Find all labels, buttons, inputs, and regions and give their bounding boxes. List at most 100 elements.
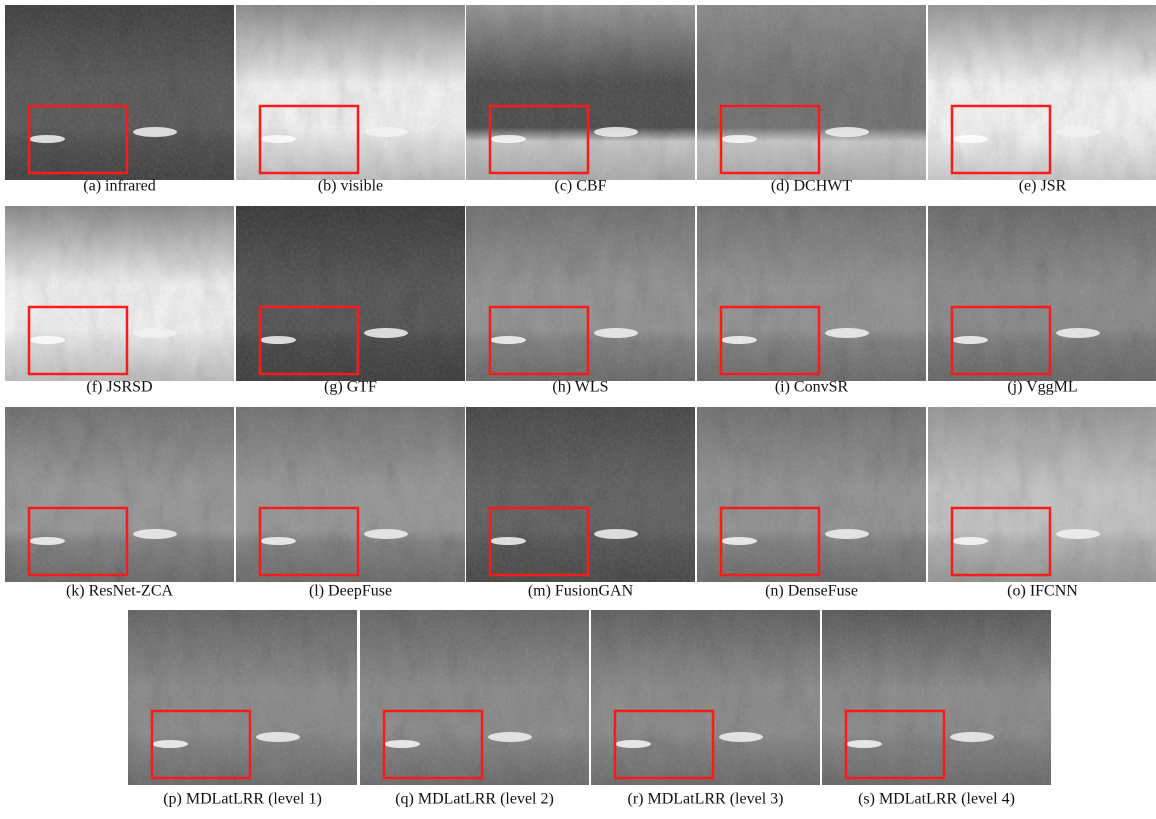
panel: (o) IFCNN	[928, 407, 1156, 600]
person	[488, 732, 532, 742]
highlight-box	[150, 709, 252, 780]
panel: (n) DenseFuse	[697, 407, 926, 600]
caption: (d) DCHWT	[771, 178, 853, 195]
highlight-box	[719, 104, 821, 175]
panel: (i) ConvSR	[697, 206, 926, 396]
panel: (g) GTF	[236, 206, 465, 396]
image-grain	[236, 5, 465, 180]
highlight-box	[950, 506, 1052, 577]
panel: (d) DCHWT	[697, 5, 926, 195]
caption: (h) WLS	[552, 379, 608, 396]
image-grain	[5, 206, 234, 381]
panel: (h) WLS	[466, 206, 695, 396]
highlight-box	[719, 305, 821, 376]
hot-spot	[29, 336, 65, 344]
person	[594, 127, 638, 137]
person	[256, 732, 300, 742]
panel: (k) ResNet-ZCA	[5, 407, 234, 600]
image-grain	[5, 5, 234, 180]
hot-spot	[260, 537, 296, 545]
hot-spot	[384, 740, 420, 748]
panel: (j) VggML	[928, 206, 1156, 396]
panel: (f) JSRSD	[5, 206, 234, 396]
highlight-box	[27, 305, 129, 376]
person	[1056, 127, 1100, 137]
person	[825, 529, 869, 539]
caption: (j) VggML	[1007, 379, 1077, 396]
highlight-box	[258, 104, 360, 175]
person	[364, 529, 408, 539]
image-grain	[466, 206, 695, 381]
hot-spot	[952, 336, 988, 344]
image-grain	[928, 206, 1156, 381]
caption: (r) MDLatLRR (level 3)	[628, 791, 784, 808]
image-grain	[236, 206, 465, 381]
panel: (m) FusionGAN	[466, 407, 695, 600]
panel: (s) MDLatLRR (level 4)	[822, 610, 1051, 808]
caption: (q) MDLatLRR (level 2)	[395, 791, 554, 808]
panel: (c) CBF	[466, 5, 695, 195]
person	[133, 529, 177, 539]
hot-spot	[260, 135, 296, 143]
hot-spot	[615, 740, 651, 748]
image-grain	[928, 407, 1156, 582]
highlight-box	[258, 506, 360, 577]
person	[364, 328, 408, 338]
caption: (g) GTF	[324, 379, 377, 396]
panel: (a) infrared	[5, 5, 234, 195]
person	[1056, 529, 1100, 539]
highlight-box	[382, 709, 484, 780]
person	[825, 127, 869, 137]
caption: (c) CBF	[555, 178, 607, 195]
caption: (f) JSRSD	[86, 379, 152, 396]
hot-spot	[721, 135, 757, 143]
caption: (n) DenseFuse	[765, 583, 858, 600]
caption: (e) JSR	[1019, 178, 1067, 195]
hot-spot	[29, 135, 65, 143]
image-grain	[822, 610, 1051, 785]
hot-spot	[490, 336, 526, 344]
highlight-box	[950, 104, 1052, 175]
panel: (q) MDLatLRR (level 2)	[360, 610, 589, 808]
caption: (p) MDLatLRR (level 1)	[163, 791, 322, 808]
highlight-box	[844, 709, 946, 780]
image-grain	[236, 407, 465, 582]
person	[364, 127, 408, 137]
person	[1056, 328, 1100, 338]
hot-spot	[721, 336, 757, 344]
highlight-box	[488, 305, 590, 376]
panel: (b) visible	[236, 5, 465, 195]
hot-spot	[152, 740, 188, 748]
caption: (l) DeepFuse	[309, 583, 392, 600]
hot-spot	[29, 537, 65, 545]
person	[594, 529, 638, 539]
hot-spot	[952, 537, 988, 545]
caption: (m) FusionGAN	[528, 583, 634, 600]
hot-spot	[490, 537, 526, 545]
highlight-box	[488, 506, 590, 577]
panel: (e) JSR	[928, 5, 1156, 195]
image-grain	[5, 407, 234, 582]
image-grain	[591, 610, 820, 785]
hot-spot	[260, 336, 296, 344]
caption: (o) IFCNN	[1007, 583, 1078, 600]
hot-spot	[952, 135, 988, 143]
person	[133, 127, 177, 137]
hot-spot	[721, 537, 757, 545]
image-grain	[466, 407, 695, 582]
person	[825, 328, 869, 338]
image-grain	[128, 610, 357, 785]
image-grain	[928, 5, 1156, 180]
image-grain	[697, 5, 926, 180]
caption: (a) infrared	[83, 178, 155, 195]
caption: (i) ConvSR	[775, 379, 849, 396]
image-grain	[360, 610, 589, 785]
highlight-box	[613, 709, 715, 780]
highlight-box	[488, 104, 590, 175]
highlight-box	[27, 506, 129, 577]
highlight-box	[719, 506, 821, 577]
person	[594, 328, 638, 338]
person	[719, 732, 763, 742]
highlight-box	[27, 104, 129, 175]
